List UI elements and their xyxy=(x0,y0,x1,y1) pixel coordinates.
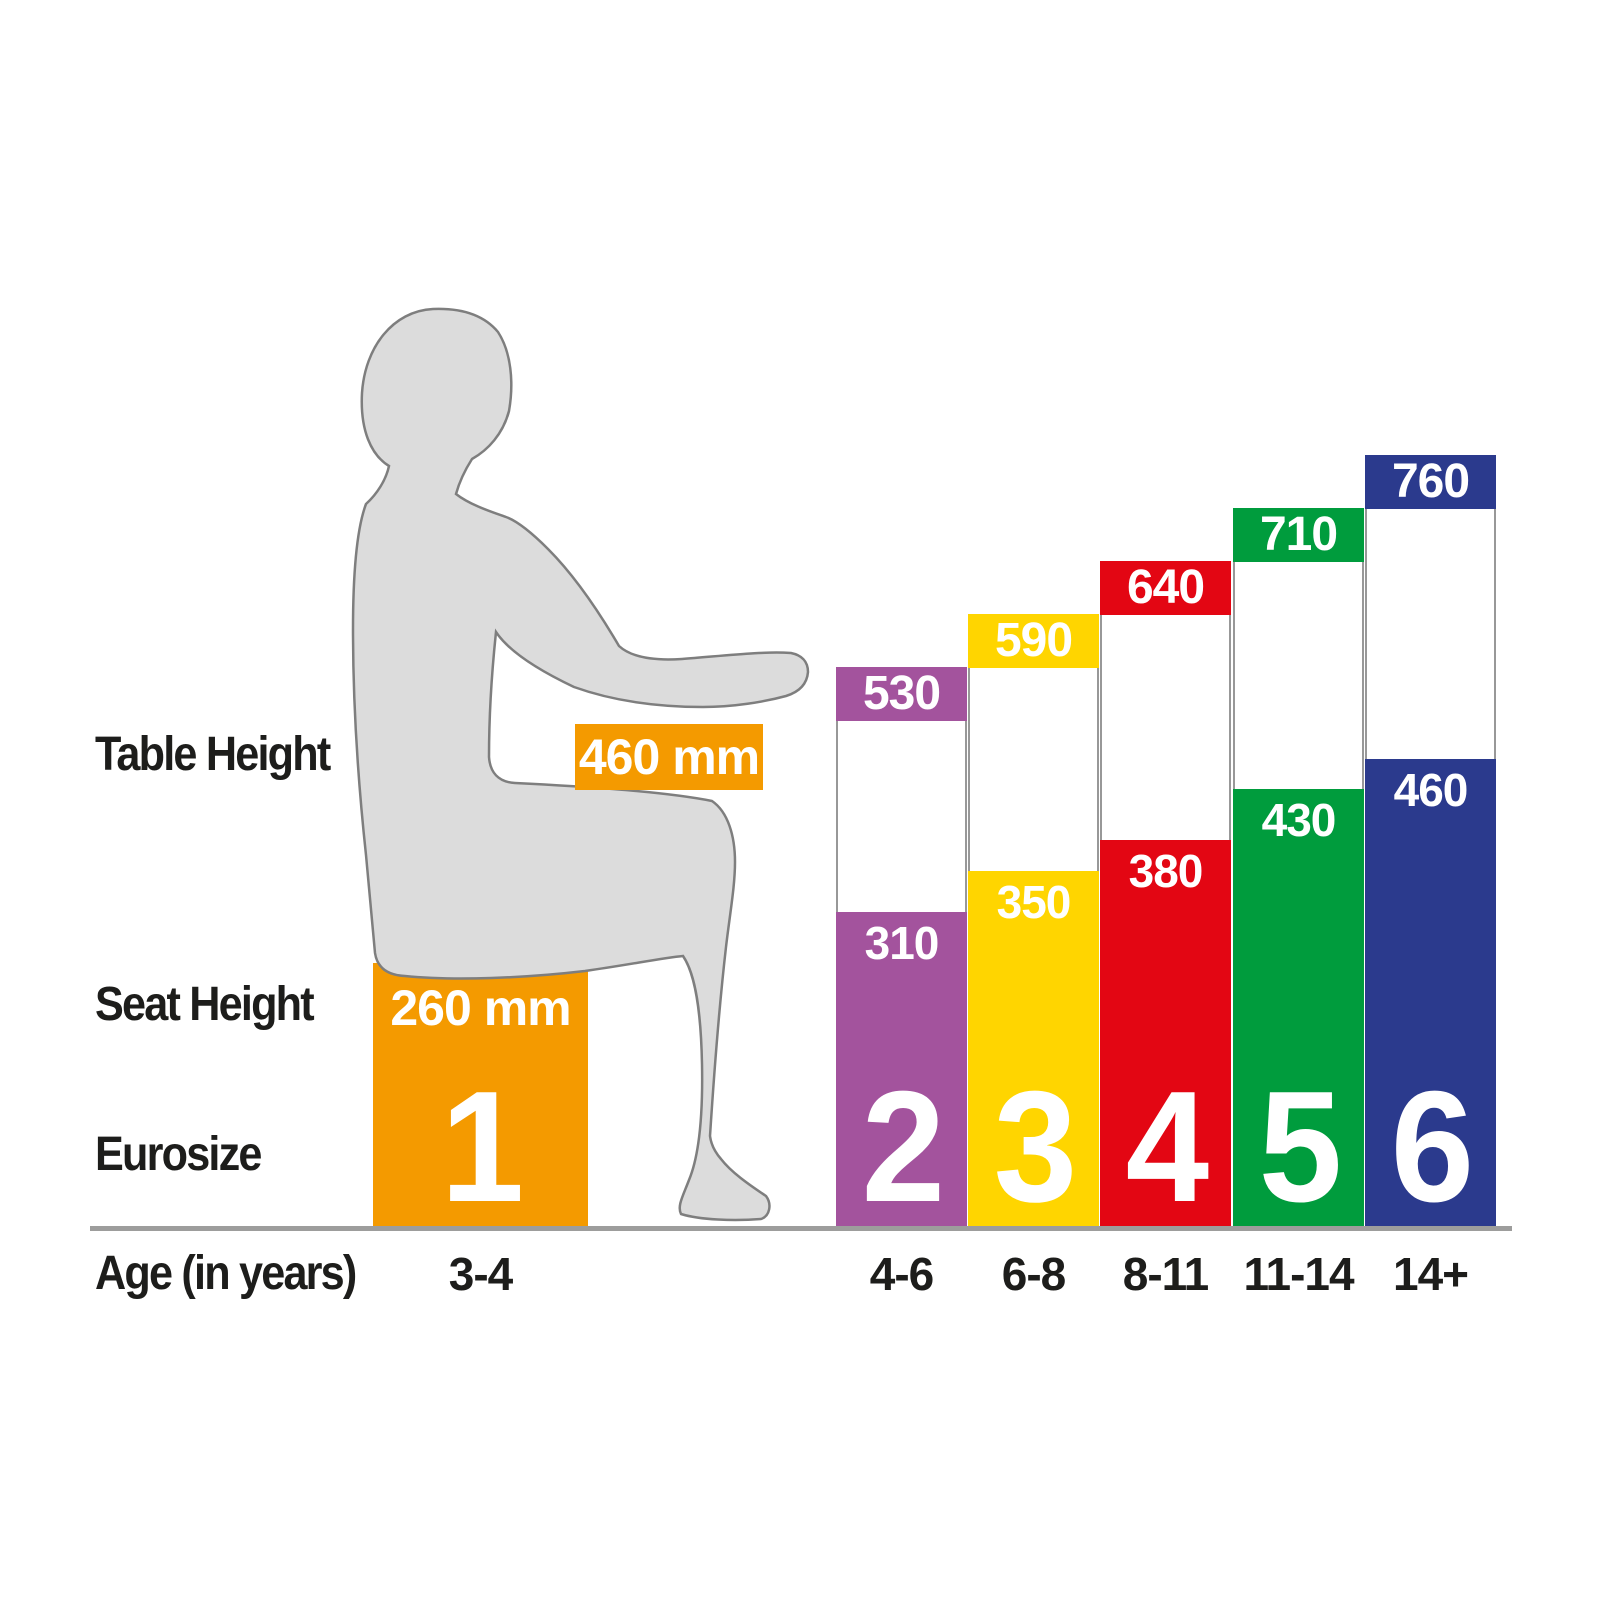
eurosize-digit-4: 4 xyxy=(1125,1059,1209,1235)
seat-height-block: 310 2 xyxy=(836,912,967,1230)
seat-height-value: 350 xyxy=(996,876,1072,928)
column-eurosize-4: 640 380 4 xyxy=(1100,561,1231,1230)
age-label-size-5: 11-14 xyxy=(1243,1248,1354,1300)
ground-baseline xyxy=(90,1226,1512,1231)
table-height-band: 760 xyxy=(1365,455,1496,509)
age-label-size-1: 3-4 xyxy=(448,1248,513,1300)
table-height-value: 640 xyxy=(1126,561,1205,614)
eurosize-digit-1: 1 xyxy=(440,1059,524,1235)
table-height-band: 590 xyxy=(968,614,1099,668)
seat-height-block: 380 4 xyxy=(1100,840,1231,1230)
eurosize-digit-3: 3 xyxy=(993,1059,1077,1235)
table-height-value: 590 xyxy=(994,614,1073,667)
table-height-value: 760 xyxy=(1391,455,1470,508)
table-height-row-label: Table Height xyxy=(95,728,331,781)
eurosize-row-label: Eurosize xyxy=(95,1128,262,1181)
age-label-size-3: 6-8 xyxy=(1001,1248,1066,1300)
column-eurosize-3: 590 350 3 xyxy=(968,614,1099,1230)
eurosize-digit-6: 6 xyxy=(1390,1059,1474,1235)
column-gap xyxy=(1365,509,1496,759)
seat-height-row-label: Seat Height xyxy=(95,978,315,1031)
seat-height-value: 460 xyxy=(1393,764,1469,816)
age-row-label: Age (in years) xyxy=(95,1247,357,1300)
column-gap xyxy=(1233,562,1364,789)
seat-height-value: 310 xyxy=(864,917,940,969)
age-label-size-2: 4-6 xyxy=(869,1248,934,1300)
age-label-size-6: 14+ xyxy=(1392,1248,1469,1300)
table-height-band: 530 xyxy=(836,667,967,721)
eurosize-1-digit: 1 xyxy=(373,963,588,1230)
eurosize-1-table-tag: 460 mm xyxy=(575,724,763,790)
table-height-460mm-value: 460 mm xyxy=(578,729,760,785)
column-gap xyxy=(968,668,1099,871)
seat-height-value: 430 xyxy=(1261,794,1337,846)
table-height-band: 710 xyxy=(1233,508,1364,562)
column-gap xyxy=(836,721,967,912)
table-height-value: 710 xyxy=(1259,508,1338,561)
column-eurosize-5: 710 430 5 xyxy=(1233,508,1364,1230)
seat-height-block: 350 3 xyxy=(968,871,1099,1230)
age-label-size-4: 8-11 xyxy=(1122,1248,1210,1300)
column-gap xyxy=(1100,615,1231,840)
column-eurosize-6: 760 460 6 xyxy=(1365,455,1496,1230)
seat-height-block: 430 5 xyxy=(1233,789,1364,1230)
seat-height-value: 380 xyxy=(1128,845,1204,897)
eurosize-digit-2: 2 xyxy=(861,1059,945,1235)
eurosize-digit-5: 5 xyxy=(1258,1059,1342,1235)
column-eurosize-2: 530 310 2 xyxy=(836,667,967,1230)
seat-height-block: 460 6 xyxy=(1365,759,1496,1230)
table-height-band: 640 xyxy=(1100,561,1231,615)
table-height-value: 530 xyxy=(862,667,941,720)
